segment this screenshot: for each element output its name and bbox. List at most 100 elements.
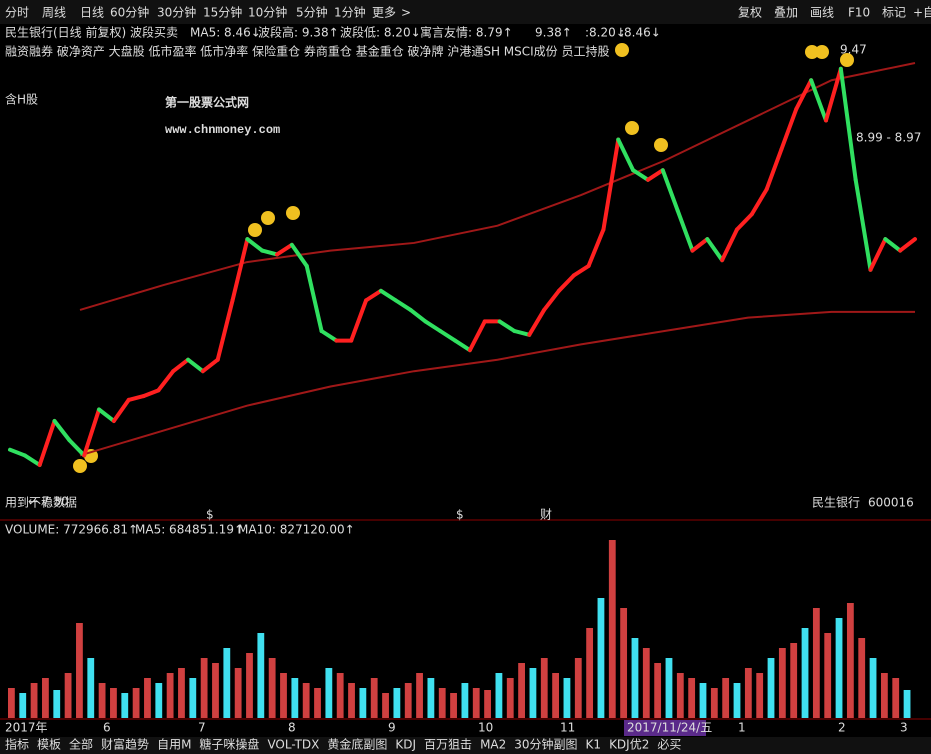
price-segment — [779, 106, 799, 152]
tab[interactable]: 分时 — [5, 6, 29, 20]
x-axis-label: 2017年 — [5, 721, 48, 735]
volume-bar — [903, 689, 911, 718]
price-segment — [141, 388, 161, 399]
tab[interactable]: 周线 — [42, 6, 66, 20]
toolbar-button[interactable]: 标记 — [882, 6, 906, 20]
tab[interactable]: 10分钟 — [248, 5, 287, 20]
volume-bar — [824, 633, 832, 718]
price-segment — [868, 237, 888, 272]
bottom-tab[interactable]: 30分钟副图 — [514, 737, 577, 752]
tab[interactable]: 1分钟 — [334, 5, 366, 20]
volume-bar — [314, 688, 321, 718]
volume-bar — [722, 678, 730, 718]
price-segment — [809, 78, 828, 123]
volume-bar — [166, 673, 174, 718]
volume-bar — [393, 688, 401, 718]
volume-bar — [302, 683, 310, 718]
price-segment — [571, 263, 591, 278]
bottom-tab[interactable]: 自用M — [157, 738, 191, 752]
volume-bar — [790, 643, 798, 718]
volume-bar — [121, 693, 129, 718]
indicator: 波段高: 9.38↑ — [258, 25, 339, 40]
bottom-tab[interactable]: 糖子咪操盘 — [199, 737, 259, 752]
price-segment — [245, 237, 265, 253]
volume-bar — [336, 673, 344, 718]
volume-bar — [438, 688, 446, 718]
volume-bar — [518, 663, 525, 718]
tab[interactable]: 30分钟 — [157, 5, 196, 20]
price-segment — [171, 357, 191, 374]
volume-bar — [733, 683, 741, 718]
bottom-tab[interactable]: 百万狙击 — [424, 738, 472, 752]
price-segment — [512, 329, 532, 337]
bottom-tab[interactable]: KDJ优2 — [609, 738, 649, 752]
bottom-tab[interactable]: 全部 — [69, 737, 93, 752]
volume-bar — [268, 658, 276, 718]
price-segment — [82, 407, 102, 458]
bottom-tab[interactable]: 黄金底副图 — [327, 737, 387, 752]
price-segment — [690, 237, 710, 253]
tab[interactable]: 60分钟 — [110, 5, 149, 20]
toolbar — [0, 0, 931, 24]
price-segment — [853, 177, 873, 272]
price-segment — [645, 168, 665, 182]
bottom-bar — [0, 737, 931, 754]
volume-bar — [450, 693, 457, 718]
tab[interactable]: > — [401, 6, 411, 20]
volume-bar — [495, 673, 503, 718]
volume-bar — [8, 688, 15, 718]
emoji-markers — [73, 43, 854, 473]
price-segment — [542, 288, 561, 312]
toolbar-button[interactable]: 画线 — [810, 6, 834, 20]
stock-title: 民生银行(日线 前复权) 波段买卖 — [5, 25, 178, 40]
volume-bar — [484, 690, 491, 718]
bottom-tab[interactable]: 必买 — [657, 738, 681, 752]
bottom-tab[interactable]: MA2 — [480, 738, 506, 752]
indicator: :8.46↓ — [620, 26, 661, 40]
toolbar-button[interactable]: 复权 — [738, 6, 762, 20]
price-segment — [349, 298, 369, 343]
toolbar-button[interactable]: 叠加 — [774, 6, 798, 20]
price-segment — [230, 237, 250, 303]
tab[interactable]: 日线 — [80, 6, 104, 20]
price-segment — [423, 319, 443, 333]
x-axis-label: 2 — [838, 721, 846, 735]
price-segment — [497, 319, 517, 333]
watermark-url: www.chnmoney.com — [165, 123, 280, 137]
bottom-tab[interactable]: VOL-TDX — [267, 738, 319, 752]
price-segment — [720, 227, 739, 263]
volume-bar — [586, 628, 594, 718]
bottom-tab[interactable]: K1 — [586, 738, 602, 752]
volume-legend: VOLUME: 772966.81↑ — [5, 523, 138, 537]
volume-bar — [461, 683, 469, 718]
tab[interactable]: 15分钟 — [203, 5, 242, 20]
price-segment — [616, 137, 636, 173]
volume-bar — [642, 648, 650, 718]
volume-legend: MA10: 827120.00↑ — [238, 523, 355, 537]
x-axis-label: 10 — [478, 721, 493, 735]
price-segment — [37, 418, 57, 467]
bottom-tab[interactable]: 模板 — [37, 738, 61, 752]
bottom-tab[interactable]: 财富趋势 — [101, 737, 149, 752]
price-segment — [660, 168, 680, 213]
tab[interactable]: 更多 — [372, 6, 396, 20]
price-segment — [734, 212, 754, 232]
indicator: MA5: 8.46↓ — [190, 26, 261, 40]
volume-bar — [64, 673, 72, 718]
volume-bar — [472, 688, 480, 718]
volume-bar — [155, 683, 163, 718]
volume-bar — [506, 678, 514, 718]
tab[interactable]: 5分钟 — [296, 5, 328, 20]
bottom-tab[interactable]: KDJ — [395, 738, 416, 752]
price-segment — [794, 78, 814, 111]
volume-bar — [382, 693, 389, 718]
toolbar-button[interactable]: F10 — [848, 6, 870, 20]
volume-bar — [404, 683, 412, 718]
volume-bar — [348, 683, 355, 718]
volume-bar — [552, 673, 560, 718]
indicator: 寓言友情: 8.79↑ — [420, 25, 513, 40]
bottom-tab[interactable]: 指标 — [5, 737, 29, 752]
price-segment — [883, 237, 903, 253]
toolbar-button[interactable]: +自 — [913, 6, 931, 20]
